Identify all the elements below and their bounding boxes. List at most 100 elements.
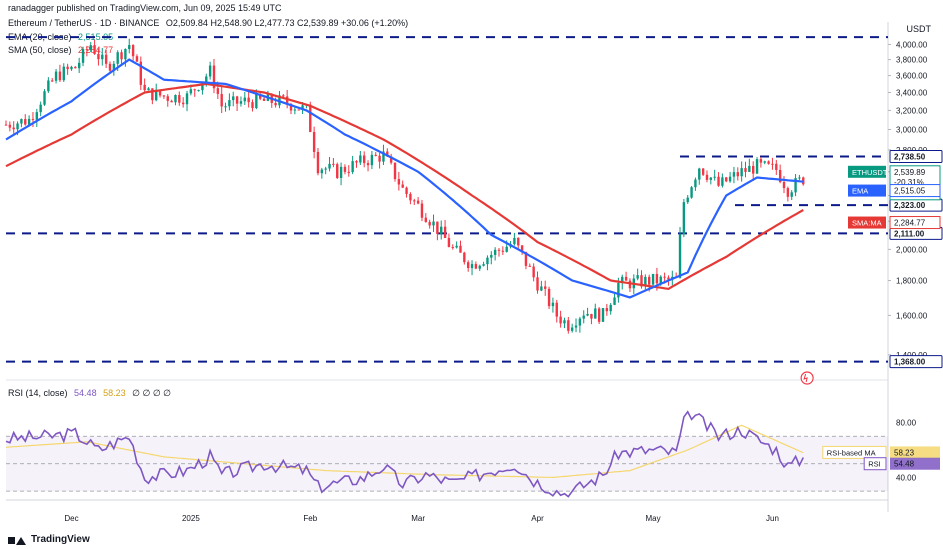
candle-body xyxy=(416,200,420,204)
candle-body xyxy=(790,192,793,197)
candle-body xyxy=(104,54,108,64)
candle-body xyxy=(559,316,562,324)
candle-body xyxy=(397,179,401,185)
candle-body xyxy=(432,221,435,226)
rsi-legend[interactable]: RSI (14, close) 54.48 58.23 ∅ ∅ ∅ ∅ xyxy=(8,388,175,399)
rsi-tag-name: RSI xyxy=(868,460,881,469)
candle-body xyxy=(220,93,223,107)
price-tick-label: 1,800.00 xyxy=(896,277,928,286)
rsi-tick-label: 80.00 xyxy=(896,419,917,428)
price-tag-name: EMA xyxy=(852,187,868,196)
candle-body xyxy=(470,264,474,269)
candle-body xyxy=(628,280,632,289)
candle-body xyxy=(409,193,412,201)
candle-body xyxy=(77,62,81,69)
sma-line xyxy=(5,82,804,291)
candle-body xyxy=(532,266,535,278)
candle-body xyxy=(497,249,501,251)
candle-body xyxy=(74,66,77,69)
candle-body xyxy=(386,151,389,157)
candle-body xyxy=(486,257,489,265)
price-tick-label: 4,000.00 xyxy=(896,40,928,49)
candle-body xyxy=(636,275,639,279)
candle-body xyxy=(424,217,428,222)
candle-body xyxy=(285,96,289,105)
candle-body xyxy=(786,188,790,197)
candle-body xyxy=(181,102,185,105)
candle-body xyxy=(451,246,454,248)
candle-body xyxy=(690,187,693,198)
candle-body xyxy=(536,277,539,291)
candle-body xyxy=(389,156,393,163)
candle-body xyxy=(301,105,304,110)
candle-body xyxy=(20,119,23,124)
candle-body xyxy=(778,169,782,183)
candle-body xyxy=(224,106,227,108)
candle-body xyxy=(43,91,46,105)
rsi-line xyxy=(5,410,805,498)
candle-body xyxy=(551,302,555,307)
candle-body xyxy=(366,163,370,166)
candle-body xyxy=(339,166,343,178)
candle-body xyxy=(393,162,397,180)
candle-body xyxy=(567,320,570,331)
level-tag-box xyxy=(889,355,943,369)
candle-body xyxy=(89,45,92,51)
candle-body xyxy=(405,187,408,194)
price-tag-value: 2,539.89 xyxy=(894,168,926,177)
candle-body xyxy=(35,112,39,120)
rsi-tag-name-box xyxy=(863,457,887,471)
time-tick-label: Jun xyxy=(766,514,779,523)
candles xyxy=(4,38,805,334)
candle-body xyxy=(135,56,139,62)
level-tag-label: 2,738.50 xyxy=(894,152,926,161)
candle-body xyxy=(247,97,250,103)
rsi-tag-name: RSI-based MA xyxy=(827,448,876,457)
rsi-legend-value: 54.48 xyxy=(74,388,97,398)
candle-body xyxy=(228,100,231,107)
price-tick-label: 3,400.00 xyxy=(896,88,928,97)
level-tag-label: 1,368.00 xyxy=(894,358,926,367)
candle-body xyxy=(759,159,763,163)
candle-body xyxy=(255,94,258,109)
level-tag-label: 2,111.00 xyxy=(894,229,925,238)
candle-body xyxy=(235,96,239,104)
candle-body xyxy=(128,45,131,50)
candle-body xyxy=(682,202,686,235)
candle-body xyxy=(624,276,628,281)
candle-body xyxy=(8,124,12,128)
candle-body xyxy=(336,164,339,178)
candle-body xyxy=(85,49,89,51)
candle-body xyxy=(513,237,516,245)
candle-body xyxy=(201,82,204,91)
candle-body xyxy=(262,98,266,101)
candle-body xyxy=(174,95,177,103)
candle-body xyxy=(640,275,643,287)
candle-body xyxy=(232,96,235,101)
sma-legend-label: SMA (50, close) xyxy=(8,45,72,55)
candle-body xyxy=(316,151,320,174)
candle-body xyxy=(655,273,659,284)
candle-body xyxy=(617,282,620,298)
rsi-tag-box xyxy=(890,457,940,470)
candle-body xyxy=(609,304,612,312)
candle-body xyxy=(81,49,85,63)
candle-body xyxy=(651,273,655,285)
candle-body xyxy=(24,119,27,125)
candle-body xyxy=(601,308,605,322)
candle-body xyxy=(58,71,62,81)
price-tag-name-box xyxy=(848,216,886,229)
candle-body xyxy=(413,200,416,202)
candle-body xyxy=(736,172,739,177)
candle-body xyxy=(732,172,736,177)
price-tick-label: 3,200.00 xyxy=(896,106,928,115)
candle-body xyxy=(185,93,189,105)
candle-body xyxy=(382,151,385,162)
price-tag-name: ETHUSDT xyxy=(852,168,888,177)
candle-body xyxy=(170,100,173,103)
rsi-tick-label: 40.00 xyxy=(896,473,917,482)
level-tag-box xyxy=(889,149,943,163)
footer-brand-text: TradingView xyxy=(31,534,90,545)
candle-body xyxy=(570,327,574,331)
